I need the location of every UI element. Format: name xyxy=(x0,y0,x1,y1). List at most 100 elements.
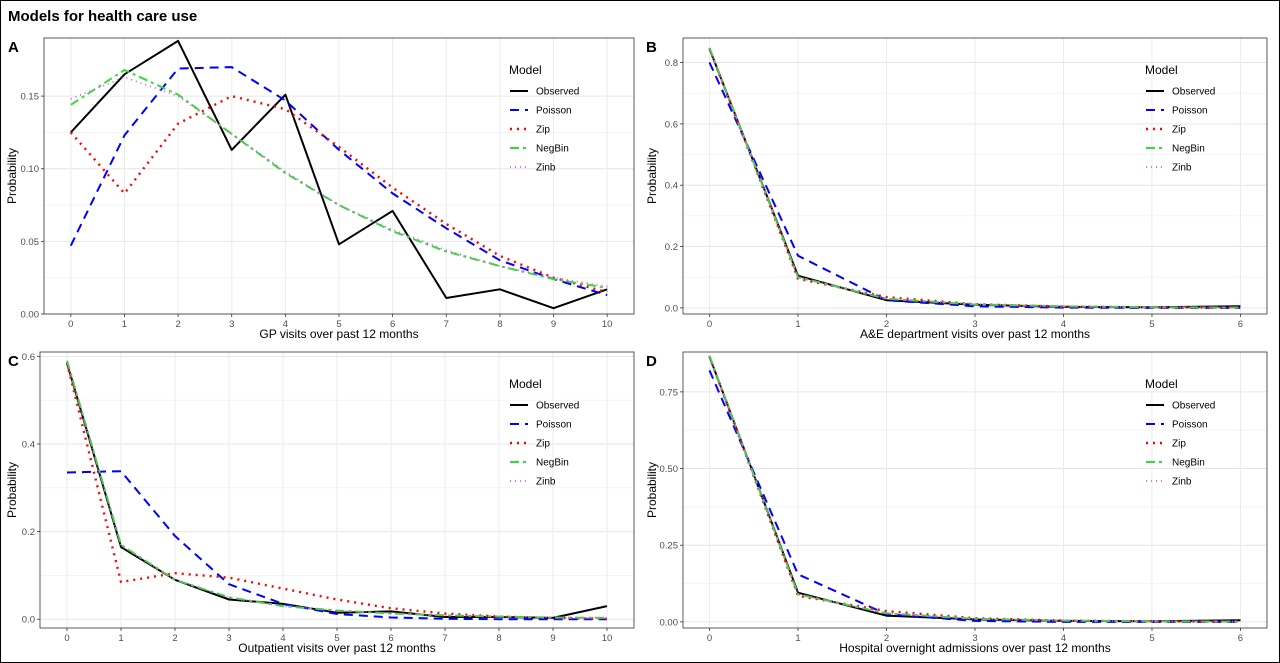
legend-label: Zinb xyxy=(1172,477,1192,488)
x-axis-label: A&E department visits over past 12 month… xyxy=(860,327,1090,341)
x-tick-label: 1 xyxy=(122,319,127,330)
x-tick-label: 6 xyxy=(388,633,393,644)
x-tick-label: 4 xyxy=(1061,633,1066,644)
legend-label: Observed xyxy=(1172,87,1215,98)
legend-label: Observed xyxy=(536,401,579,412)
legend-label: Zip xyxy=(1172,125,1186,136)
y-tick-label: 0.10 xyxy=(21,164,40,175)
x-tick-label: 5 xyxy=(1149,633,1154,644)
y-axis-label: Probability xyxy=(5,148,19,204)
legend-label: NegBin xyxy=(536,144,569,155)
series-line-zinb xyxy=(70,76,608,288)
legend-label: Observed xyxy=(1172,401,1215,412)
x-tick-label: 0 xyxy=(68,319,73,330)
chart-panel-b: B 0.0 0.2 0.4 0.6 0.8 0 1 2 3 4 5 6 A&E department vi… xyxy=(645,37,1268,341)
series-line-negbin xyxy=(66,360,608,619)
x-tick-label: 5 xyxy=(1149,319,1154,330)
legend-label: Poisson xyxy=(1172,420,1208,431)
x-tick-label: 1 xyxy=(795,633,800,644)
x-tick-label: 4 xyxy=(1061,319,1066,330)
legend-label: Zip xyxy=(1172,439,1186,450)
x-tick-label: 9 xyxy=(551,319,556,330)
series-line-negbin xyxy=(708,355,1241,623)
series-line-zinb xyxy=(708,355,1241,623)
y-tick-label: 0.4 xyxy=(22,440,35,451)
chart-panel-c: C 0.0 0.2 0.4 0.6 0 1 2 3 4 5 6 7 8 9 10 Outpatient visi… xyxy=(5,351,635,655)
page-title: Models for health care use xyxy=(8,8,198,25)
legend-label: Poisson xyxy=(1172,106,1208,117)
legend-title: Model xyxy=(509,63,542,77)
series-line-poisson xyxy=(66,470,607,621)
series-line-zinb xyxy=(708,48,1241,309)
y-axis-label: Probability xyxy=(5,462,19,518)
x-tick-label: 6 xyxy=(1238,633,1243,644)
series-line-negbin xyxy=(70,69,608,289)
x-tick-label: 10 xyxy=(602,319,613,330)
y-tick-label: 0.4 xyxy=(665,181,678,192)
x-tick-label: 7 xyxy=(442,633,447,644)
legend-label: NegBin xyxy=(1172,458,1205,469)
panel-label: A xyxy=(8,39,19,56)
y-tick-label: 0.6 xyxy=(665,119,678,130)
x-tick-label: 0 xyxy=(707,319,712,330)
legend-label: Zinb xyxy=(1172,163,1192,174)
x-tick-label: 10 xyxy=(602,633,613,644)
x-tick-label: 7 xyxy=(444,319,449,330)
x-tick-label: 5 xyxy=(334,633,339,644)
x-axis-label: Hospital overnight admissions over past … xyxy=(839,641,1110,655)
panel-label: C xyxy=(8,353,19,370)
y-tick-label: 0.15 xyxy=(21,92,40,103)
x-axis-label: Outpatient visits over past 12 months xyxy=(238,641,435,655)
panel-label: D xyxy=(646,353,657,370)
legend-title: Model xyxy=(1145,377,1178,391)
x-axis-label: GP visits over past 12 months xyxy=(259,327,418,341)
x-tick-label: 9 xyxy=(550,633,555,644)
x-tick-label: 1 xyxy=(795,319,800,330)
panel-label: B xyxy=(646,39,657,56)
legend-label: NegBin xyxy=(1172,144,1205,155)
y-tick-label: 0.00 xyxy=(660,617,679,628)
x-tick-label: 2 xyxy=(175,319,180,330)
legend-title: Model xyxy=(509,377,542,391)
x-tick-label: 4 xyxy=(280,633,285,644)
y-tick-label: 0.50 xyxy=(660,464,679,475)
legend-label: Poisson xyxy=(536,420,572,431)
legend-label: Zip xyxy=(536,439,550,450)
x-tick-label: 0 xyxy=(64,633,69,644)
x-tick-label: 3 xyxy=(972,319,977,330)
chart-panel-a: A 0.00 0.05 0.10 0.15 0 1 2 3 4 5 6 7 8 9 10 GP visits o… xyxy=(5,37,635,341)
chart-panel-d: D 0.00 0.25 0.50 0.75 0 1 2 3 4 5 6 Hospital overnig… xyxy=(645,351,1268,655)
legend-label: Zip xyxy=(536,125,550,136)
legend-label: Observed xyxy=(536,87,579,98)
x-tick-label: 3 xyxy=(972,633,977,644)
legend-title: Model xyxy=(1145,63,1178,77)
x-tick-label: 8 xyxy=(497,319,502,330)
legend: Model Observed Poisson Zip NegBin Zinb xyxy=(509,63,579,174)
y-tick-label: 0.0 xyxy=(22,615,35,626)
y-tick-label: 0.2 xyxy=(22,527,35,538)
y-tick-label: 0.05 xyxy=(21,237,40,248)
y-axis-label: Probability xyxy=(645,148,659,204)
legend-label: Zinb xyxy=(536,163,556,174)
series-line-poisson xyxy=(69,66,608,297)
x-tick-label: 3 xyxy=(226,633,231,644)
x-tick-label: 2 xyxy=(172,633,177,644)
series-line-observed xyxy=(70,39,608,310)
x-tick-label: 4 xyxy=(283,319,288,330)
x-tick-label: 6 xyxy=(1238,319,1243,330)
series-line-zip xyxy=(69,94,608,294)
legend: Model Observed Poisson Zip NegBin Zinb xyxy=(1145,377,1215,488)
x-tick-label: 8 xyxy=(496,633,501,644)
y-tick-label: 0.6 xyxy=(22,352,35,363)
legend-label: Poisson xyxy=(536,106,572,117)
y-tick-label: 0.75 xyxy=(660,387,679,398)
y-axis-label: Probability xyxy=(645,462,659,518)
legend-label: Zinb xyxy=(536,477,556,488)
x-tick-label: 1 xyxy=(118,633,123,644)
legend: Model Observed Poisson Zip NegBin Zinb xyxy=(1145,63,1215,174)
x-tick-label: 2 xyxy=(884,633,889,644)
legend-label: NegBin xyxy=(536,458,569,469)
y-tick-label: 0.00 xyxy=(21,310,40,321)
x-tick-label: 3 xyxy=(229,319,234,330)
